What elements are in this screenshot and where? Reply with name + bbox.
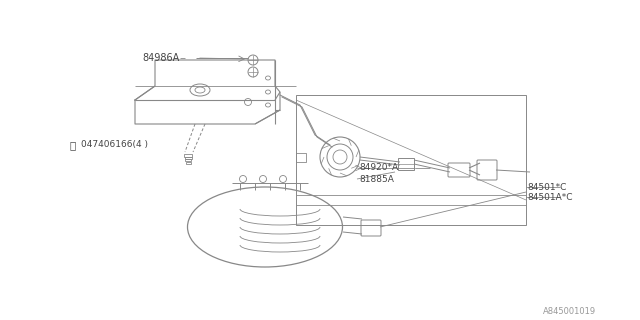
Text: 047406166(4 ): 047406166(4 ): [81, 140, 148, 149]
Text: Ⓢ: Ⓢ: [70, 140, 76, 150]
Bar: [296, 153, 306, 162]
Text: A845001019: A845001019: [543, 308, 596, 316]
Text: 84501*C: 84501*C: [527, 182, 566, 191]
Bar: [398, 158, 414, 170]
Bar: [185, 159, 191, 161]
Bar: [296, 95, 526, 225]
Text: 84986A: 84986A: [142, 53, 179, 63]
Bar: [184, 154, 192, 157]
Bar: [186, 162, 191, 164]
Text: 84501A*C: 84501A*C: [527, 193, 573, 202]
Text: 84920*A: 84920*A: [359, 164, 398, 172]
Bar: [184, 157, 191, 159]
Text: 81885A: 81885A: [359, 174, 394, 183]
